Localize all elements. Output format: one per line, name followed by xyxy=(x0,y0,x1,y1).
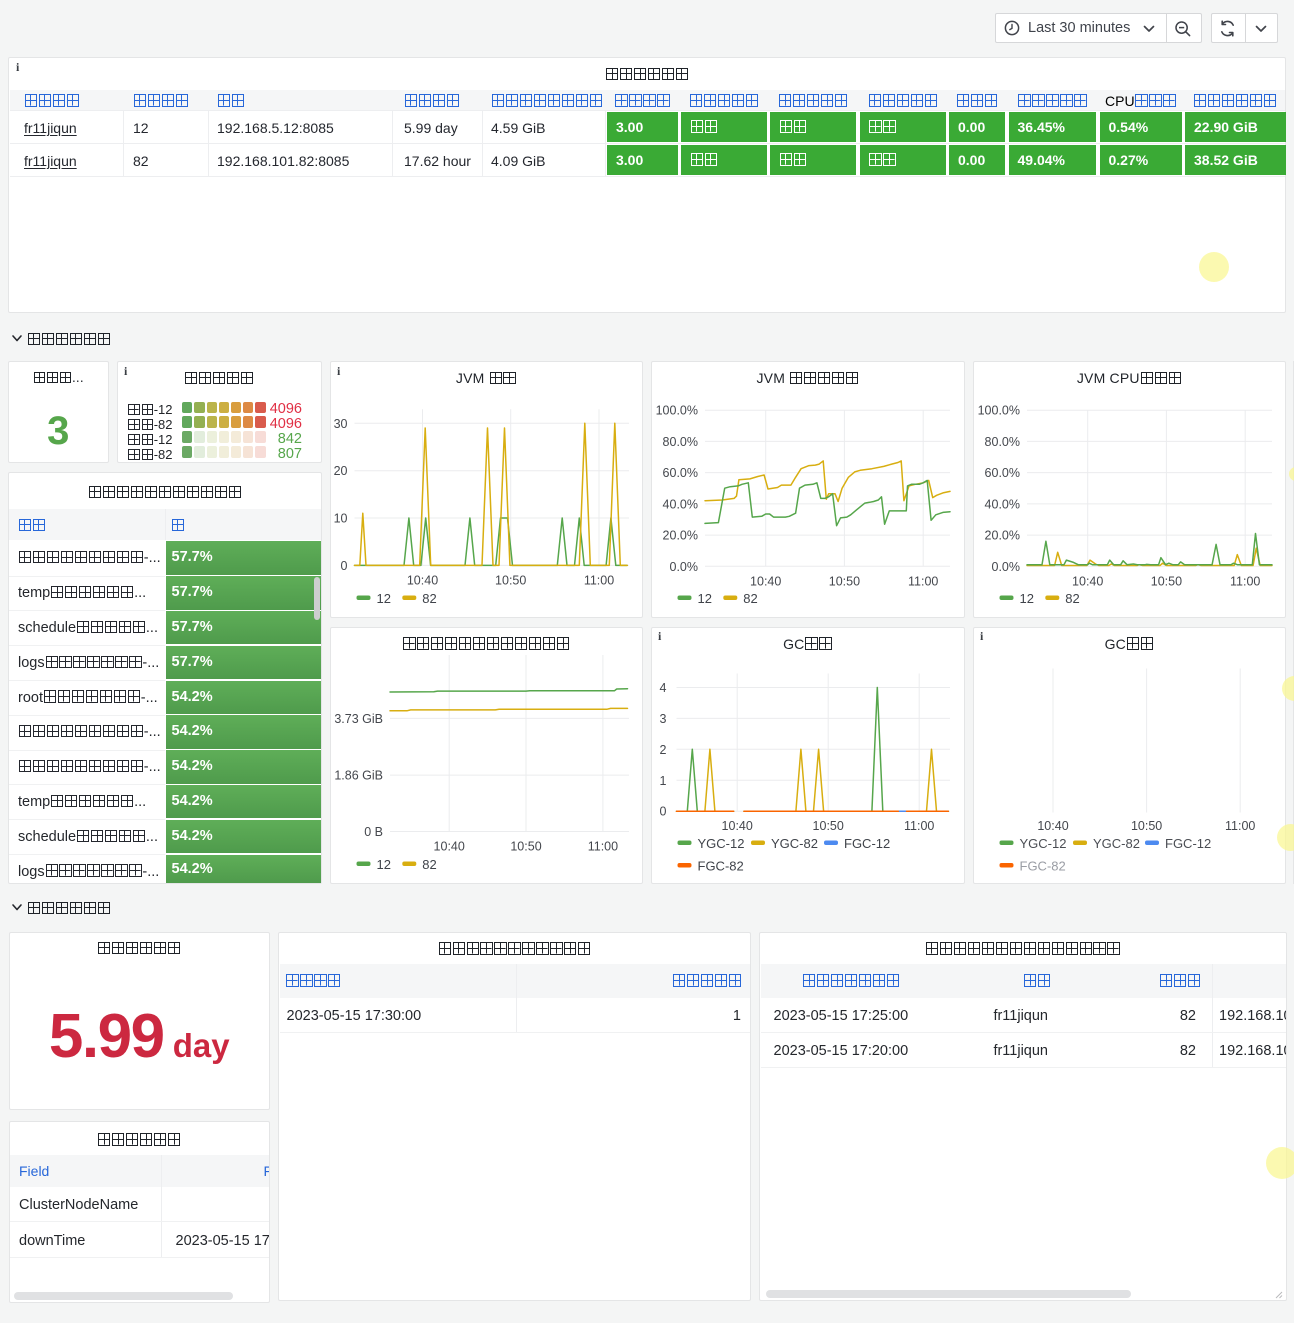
svg-text:11:00: 11:00 xyxy=(904,819,934,833)
svg-text:11:00: 11:00 xyxy=(908,574,938,588)
svg-text:80.0%: 80.0% xyxy=(984,435,1019,449)
svg-text:10: 10 xyxy=(333,512,347,526)
svg-text:12: 12 xyxy=(1019,591,1033,606)
svg-text:YGC-12: YGC-12 xyxy=(698,836,745,851)
svg-text:20.0%: 20.0% xyxy=(984,529,1019,543)
svg-text:FGC-12: FGC-12 xyxy=(844,836,890,851)
svg-text:3.73 GiB: 3.73 GiB xyxy=(334,711,383,725)
svg-text:2: 2 xyxy=(660,742,667,756)
svg-text:10:40: 10:40 xyxy=(1037,819,1068,833)
svg-text:10:50: 10:50 xyxy=(510,839,541,853)
svg-text:100.0%: 100.0% xyxy=(977,404,1019,418)
svg-text:10:40: 10:40 xyxy=(433,839,464,853)
svg-text:40.0%: 40.0% xyxy=(663,497,698,511)
svg-text:3: 3 xyxy=(660,711,667,725)
svg-text:82: 82 xyxy=(743,591,757,606)
svg-text:100.0%: 100.0% xyxy=(656,404,698,418)
svg-text:10:50: 10:50 xyxy=(1130,819,1161,833)
svg-text:10:50: 10:50 xyxy=(813,819,844,833)
svg-text:20: 20 xyxy=(333,464,347,478)
svg-text:FGC-82: FGC-82 xyxy=(698,858,744,873)
svg-text:80.0%: 80.0% xyxy=(663,435,698,449)
svg-text:10:40: 10:40 xyxy=(750,574,781,588)
svg-text:82: 82 xyxy=(1065,591,1079,606)
svg-text:1: 1 xyxy=(660,773,667,787)
svg-text:10:50: 10:50 xyxy=(1150,574,1181,588)
svg-text:FGC-12: FGC-12 xyxy=(1165,836,1211,851)
svg-text:11:00: 11:00 xyxy=(583,573,613,587)
svg-text:10:40: 10:40 xyxy=(1072,574,1103,588)
svg-text:0: 0 xyxy=(340,559,347,573)
svg-text:30: 30 xyxy=(333,417,347,431)
svg-text:11:00: 11:00 xyxy=(1225,819,1255,833)
svg-text:0.0%: 0.0% xyxy=(670,560,699,574)
svg-text:40.0%: 40.0% xyxy=(984,497,1019,511)
svg-text:11:00: 11:00 xyxy=(1230,574,1260,588)
svg-text:YGC-82: YGC-82 xyxy=(771,836,818,851)
svg-text:11:00: 11:00 xyxy=(587,839,617,853)
svg-text:FGC-82: FGC-82 xyxy=(1019,858,1065,873)
svg-text:60.0%: 60.0% xyxy=(984,466,1019,480)
svg-text:10:50: 10:50 xyxy=(829,574,860,588)
svg-text:YGC-12: YGC-12 xyxy=(1019,836,1066,851)
svg-text:82: 82 xyxy=(422,591,436,606)
svg-text:0: 0 xyxy=(660,804,667,818)
svg-text:20.0%: 20.0% xyxy=(663,529,698,543)
svg-text:60.0%: 60.0% xyxy=(663,466,698,480)
svg-text:10:50: 10:50 xyxy=(495,573,526,587)
svg-text:10:40: 10:40 xyxy=(722,819,753,833)
svg-text:4: 4 xyxy=(660,681,667,695)
svg-text:10:40: 10:40 xyxy=(406,573,437,587)
svg-text:0 B: 0 B xyxy=(364,825,383,839)
svg-text:12: 12 xyxy=(376,591,390,606)
svg-text:12: 12 xyxy=(376,857,390,872)
svg-text:12: 12 xyxy=(698,591,712,606)
svg-text:YGC-82: YGC-82 xyxy=(1093,836,1140,851)
svg-text:1.86 GiB: 1.86 GiB xyxy=(334,768,383,782)
svg-text:0.0%: 0.0% xyxy=(991,560,1020,574)
svg-text:82: 82 xyxy=(422,857,436,872)
